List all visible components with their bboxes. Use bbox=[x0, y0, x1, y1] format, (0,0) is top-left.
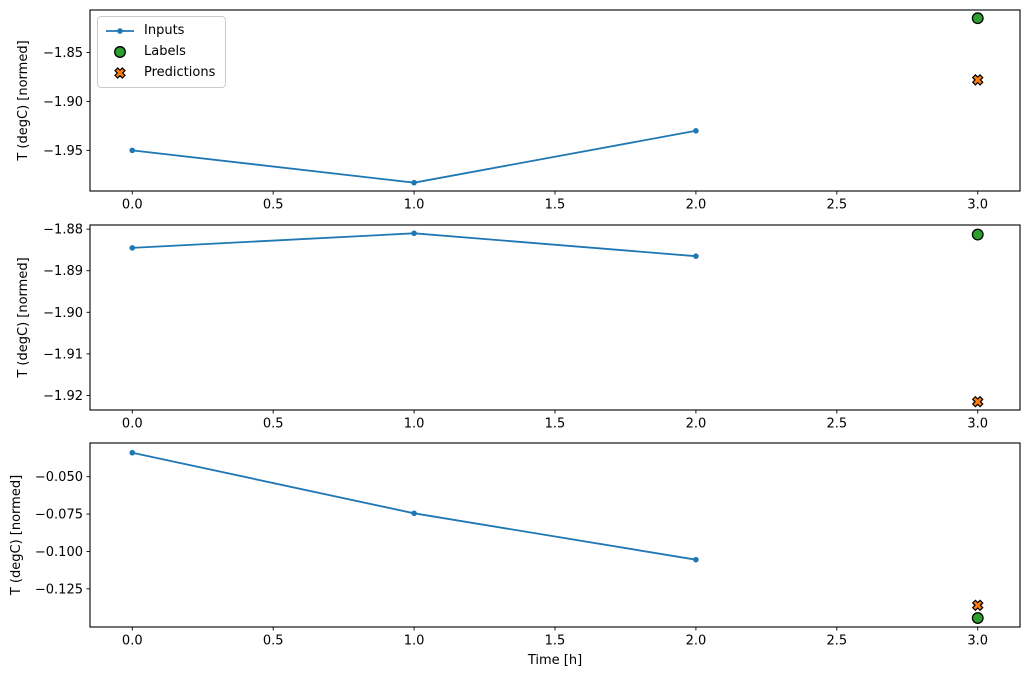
series-predictions bbox=[971, 395, 984, 408]
subplot-3: 0.0 0.5 1.0 1.5 2.0 2.5 3.0 −0.050 −0.075 −0.100 −… bbox=[35, 442, 1021, 649]
legend-label-predictions: Predictions bbox=[144, 65, 216, 80]
line-marker bbox=[411, 179, 417, 186]
series-labels bbox=[971, 12, 984, 25]
x-tick-label: 0.0 bbox=[122, 634, 143, 649]
x-tick-label: 0.0 bbox=[122, 417, 143, 432]
y-tick-label: −1.91 bbox=[43, 347, 83, 362]
inputs-dot-glyph bbox=[117, 28, 123, 34]
y-tick-label: −0.050 bbox=[35, 470, 83, 485]
legend-label-inputs: Inputs bbox=[144, 23, 185, 38]
x-tick-label: 1.5 bbox=[545, 634, 566, 649]
line-path bbox=[132, 451, 697, 561]
subplot2-y-axis-label: T (degC) [normed] bbox=[16, 257, 31, 378]
line-marker bbox=[693, 127, 699, 134]
axes-layer: 0.0 0.5 1.0 1.5 2.0 2.5 3.0−1.85−1.90−1.950.0 0… bbox=[35, 9, 1021, 649]
y-tick-label: −1.88 bbox=[43, 223, 83, 238]
series-predictions bbox=[971, 599, 984, 612]
x-tick-label: 1.0 bbox=[404, 198, 425, 213]
x-tick-label: 0.5 bbox=[263, 634, 284, 649]
x-tick-label: 1.0 bbox=[404, 634, 425, 649]
y-tick-label: −1.92 bbox=[43, 389, 83, 404]
legend-entry-predictions: Predictions bbox=[105, 65, 215, 81]
line-marker bbox=[129, 245, 136, 251]
y-tick-label: −1.89 bbox=[43, 264, 83, 279]
label-marker bbox=[971, 12, 984, 25]
subplot3-y-axis-label: T (degC) [normed] bbox=[9, 475, 24, 596]
subplot-2: 0.0 0.5 1.0 1.5 2.0 2.5 3.0 −1.88 −1.89 −1.90 −1.9… bbox=[43, 223, 1021, 432]
line-marker bbox=[129, 147, 136, 154]
x-tick-label: 2.5 bbox=[826, 417, 847, 432]
inputs-line-icon bbox=[106, 28, 134, 34]
series-inputs bbox=[129, 230, 699, 259]
x-tick-label: 0.5 bbox=[263, 198, 284, 213]
predictions-x-glyph bbox=[114, 67, 126, 79]
legend: Inputs Labels Predictions bbox=[97, 16, 227, 88]
y-tick-label: −0.075 bbox=[35, 508, 83, 523]
line-marker bbox=[411, 230, 417, 237]
x-tick-label: 1.5 bbox=[545, 417, 566, 432]
series-inputs bbox=[129, 127, 699, 186]
prediction-marker bbox=[971, 599, 984, 612]
x-tick-label: 2.0 bbox=[686, 634, 707, 649]
series-labels bbox=[971, 612, 984, 624]
y-tick-label: −0.125 bbox=[35, 582, 83, 597]
y-tick-label: −1.90 bbox=[43, 306, 83, 321]
line-marker bbox=[693, 556, 699, 563]
x-tick-label: 2.0 bbox=[686, 198, 707, 213]
series-labels bbox=[971, 228, 984, 241]
x-tick-label: 2.0 bbox=[686, 417, 707, 432]
prediction-marker bbox=[971, 74, 984, 86]
x-tick-label: 1.5 bbox=[545, 198, 566, 213]
x-axis-label: Time [h] bbox=[527, 653, 582, 668]
x-tick-label: 2.5 bbox=[826, 198, 847, 213]
line-marker bbox=[129, 449, 136, 456]
subplot-1: 0.0 0.5 1.0 1.5 2.0 2.5 3.0 −1.85 −1.90 −1.95 bbox=[43, 9, 1021, 213]
x-tick-label: 3.0 bbox=[967, 417, 988, 432]
x-tick-label: 3.0 bbox=[967, 198, 988, 213]
x-tick-label: 0.5 bbox=[263, 417, 284, 432]
subplot1-y-axis-label: T (degC) [normed] bbox=[16, 40, 31, 161]
x-tick-label: 3.0 bbox=[967, 634, 988, 649]
y-tick-label: −1.90 bbox=[43, 95, 83, 110]
labels-circle-icon bbox=[114, 46, 126, 58]
y-tick-label: −0.100 bbox=[35, 545, 83, 560]
axes-frame bbox=[89, 224, 1021, 411]
x-tick-label: 0.0 bbox=[122, 198, 143, 213]
label-marker bbox=[971, 612, 984, 624]
line-path bbox=[132, 232, 696, 258]
predictions-x-icon bbox=[114, 67, 126, 79]
x-tick-label: 1.0 bbox=[404, 417, 425, 432]
labels-circle-glyph bbox=[114, 46, 126, 58]
y-tick-label: −1.85 bbox=[43, 46, 83, 61]
y-tick-label: −1.95 bbox=[43, 144, 83, 159]
legend-entry-inputs: Inputs bbox=[105, 23, 215, 39]
axes-frame bbox=[89, 9, 1021, 192]
prediction-marker bbox=[971, 395, 984, 408]
axes-frame bbox=[89, 442, 1021, 628]
legend-label-labels: Labels bbox=[144, 44, 186, 59]
label-marker bbox=[971, 228, 984, 241]
x-tick-label: 2.5 bbox=[826, 634, 847, 649]
line-marker bbox=[411, 510, 417, 517]
series-predictions bbox=[971, 74, 984, 86]
legend-entry-labels: Labels bbox=[105, 44, 215, 60]
line-marker bbox=[693, 253, 699, 259]
series-inputs bbox=[129, 449, 699, 563]
line-path bbox=[132, 129, 697, 184]
